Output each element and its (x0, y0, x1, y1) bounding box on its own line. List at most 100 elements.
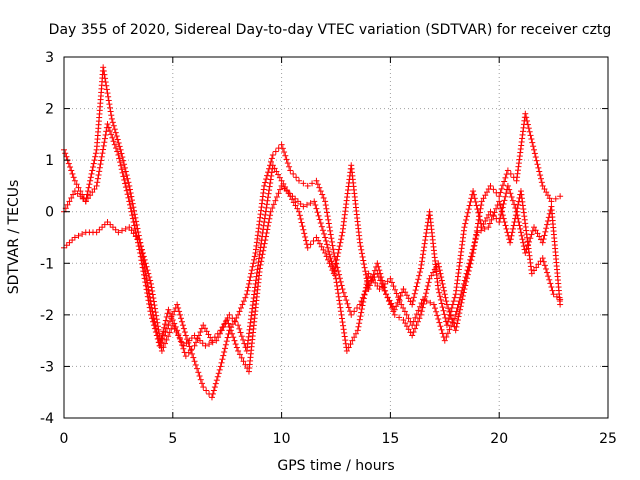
data-point (502, 193, 509, 200)
data-point (340, 289, 347, 296)
data-point (549, 287, 556, 294)
data-point (459, 287, 466, 294)
data-point (69, 170, 76, 177)
data-point (501, 178, 508, 185)
data-point (268, 169, 275, 176)
data-point (299, 223, 306, 230)
data-point (95, 172, 102, 179)
data-point (314, 209, 321, 216)
data-point (360, 261, 367, 268)
y-tick-label: -3 (40, 359, 54, 375)
data-point (480, 195, 487, 202)
data-point (326, 224, 333, 231)
data-point (512, 215, 519, 222)
data-point (202, 342, 209, 349)
data-point (166, 329, 173, 336)
data-point (441, 287, 448, 294)
data-point (438, 300, 445, 307)
data-point (448, 322, 455, 329)
data-point (364, 277, 371, 284)
data-point (105, 124, 112, 131)
data-point (120, 173, 127, 180)
data-point (542, 228, 549, 235)
data-point (117, 146, 124, 153)
data-point (128, 193, 135, 200)
data-point (178, 339, 185, 346)
data-point (238, 333, 245, 340)
data-point (409, 332, 416, 339)
data-point (423, 298, 430, 305)
data-point (85, 184, 92, 191)
data-point (227, 327, 234, 334)
data-point (271, 165, 278, 172)
data-point (533, 264, 540, 271)
data-point (132, 233, 139, 240)
data-point (131, 222, 138, 229)
data-point (221, 321, 228, 328)
y-tick-label: -4 (40, 411, 54, 427)
data-point (519, 236, 526, 243)
series-track-1 (61, 64, 564, 401)
data-point (430, 301, 437, 308)
data-point (362, 288, 369, 295)
data-point (152, 305, 159, 312)
data-point (376, 267, 383, 274)
data-point (141, 275, 148, 282)
data-point (539, 255, 546, 262)
data-point (232, 341, 239, 348)
y-tick-label: 0 (45, 205, 54, 221)
data-point (454, 304, 461, 311)
data-point (412, 314, 419, 321)
data-point (149, 287, 156, 294)
data-point (126, 198, 133, 205)
chart-title: Day 355 of 2020, Sidereal Day-to-day VTE… (49, 22, 612, 38)
data-point (528, 135, 535, 142)
data-point (169, 317, 176, 324)
data-point (244, 287, 251, 294)
data-point (548, 198, 555, 205)
data-point (388, 279, 395, 286)
data-point (84, 188, 91, 195)
data-point (524, 117, 531, 124)
data-point (224, 334, 231, 341)
data-point (265, 194, 271, 201)
data-point (436, 319, 443, 326)
data-point (91, 157, 98, 164)
data-point (328, 238, 335, 245)
data-point (75, 184, 82, 191)
y-tick-label: 2 (45, 102, 54, 118)
x-tick-label: 0 (60, 431, 69, 447)
data-point (339, 319, 346, 326)
data-point (240, 298, 247, 305)
data-point (529, 139, 536, 146)
data-point (487, 208, 494, 215)
data-point (318, 223, 325, 230)
data-point (311, 198, 318, 205)
y-tick-label: -1 (40, 256, 54, 272)
data-point (317, 188, 324, 195)
data-point (100, 67, 107, 74)
data-point (440, 307, 447, 314)
data-point (523, 114, 530, 121)
data-point (222, 341, 229, 348)
data-point (538, 179, 545, 186)
data-point (328, 235, 335, 242)
data-point (357, 313, 364, 320)
data-point (97, 161, 104, 168)
data-point (84, 191, 91, 198)
data-point (213, 377, 220, 384)
data-point (498, 208, 505, 215)
data-point (536, 168, 543, 175)
data-point (345, 304, 352, 311)
data-point (275, 171, 282, 178)
data-point (531, 267, 538, 274)
data-point (539, 239, 546, 246)
data-point (458, 291, 465, 298)
data-point (420, 247, 427, 254)
data-point (268, 155, 275, 162)
data-point (90, 160, 97, 167)
data-point (139, 260, 146, 267)
data-point (112, 129, 119, 136)
data-point (101, 139, 108, 146)
data-point (208, 394, 215, 401)
